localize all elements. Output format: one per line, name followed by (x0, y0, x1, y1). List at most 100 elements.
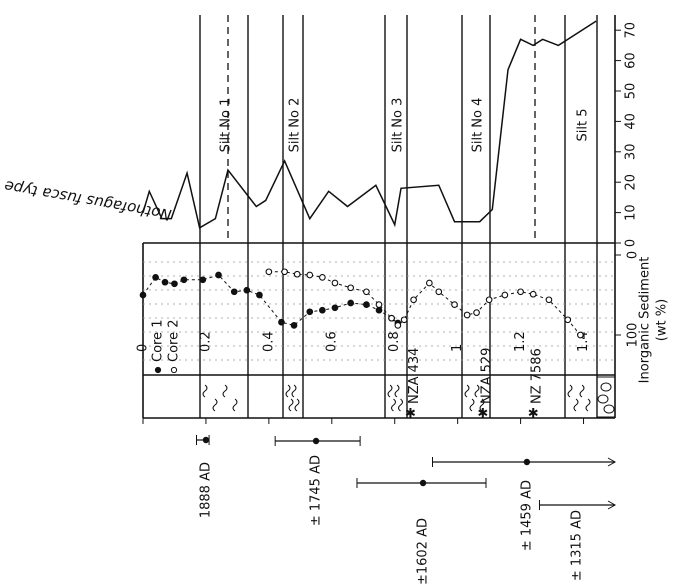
date-point (203, 437, 209, 443)
core-point (140, 292, 146, 298)
lithology-mark (295, 399, 299, 411)
x-tick-label: 0.8 (387, 331, 402, 352)
core-point (364, 289, 370, 295)
sample-label: NZ 7586 (530, 348, 545, 404)
core-point (307, 272, 313, 278)
lithology-mark (586, 399, 590, 411)
lithology-mark (574, 399, 578, 411)
core-point (436, 289, 442, 295)
core-point (320, 275, 326, 281)
date-point (313, 438, 319, 444)
core-point (452, 302, 458, 308)
pollen-line (143, 21, 596, 228)
lithology-mark (213, 399, 217, 411)
core-point (565, 317, 571, 323)
core-line (269, 272, 581, 335)
core-point (530, 291, 536, 297)
y-tick-label: 0 (626, 251, 641, 259)
lithology-mark (292, 385, 296, 397)
date-point (524, 459, 530, 465)
core-point (294, 271, 300, 277)
core-point (578, 332, 584, 338)
lithology-mark (568, 385, 572, 397)
core-point (364, 302, 370, 308)
legend-marker (171, 367, 176, 372)
core-point (389, 315, 395, 321)
lithology-mark (286, 385, 290, 397)
core-point (376, 307, 382, 313)
core-point (502, 292, 508, 298)
core-point (162, 279, 168, 285)
core-point (332, 305, 338, 311)
core-point (474, 310, 480, 316)
lithology-mark (470, 399, 474, 411)
x-tick-label: 1 (450, 344, 465, 352)
pollen-label: Nothofagus fusca type (3, 177, 173, 224)
core-point (279, 319, 285, 325)
silt-label: Silt 5 (576, 109, 591, 142)
core-point (153, 275, 159, 281)
core-point (266, 269, 272, 275)
core-point (376, 302, 382, 308)
core-point (348, 300, 354, 306)
core-point (411, 297, 417, 303)
date-label: ± 1459 AD (519, 480, 534, 551)
y-tick-label: 40 (624, 113, 639, 130)
core-point (231, 289, 237, 295)
sample-star: ✱ (405, 407, 416, 422)
y-tick-label: 60 (624, 52, 639, 69)
core-point (216, 272, 222, 278)
y-tick-label: 30 (624, 144, 639, 161)
core-point (244, 287, 250, 293)
core-point (395, 323, 401, 329)
silt-label: Silt No 2 (288, 98, 303, 153)
legend-label: Core 2 (167, 320, 182, 363)
x-tick-label: 0.6 (324, 331, 339, 352)
silt-label: Silt No 1 (219, 98, 234, 153)
core-point (332, 280, 338, 286)
legend-label: Core 1 (151, 320, 166, 363)
sample-label: NZA 529 (479, 348, 494, 404)
lithology-mark (399, 399, 403, 411)
y-tick-label: 70 (624, 22, 639, 39)
core-point (307, 309, 313, 315)
sediment-label: Inorganic Sediment (638, 257, 653, 384)
core-point (427, 280, 433, 286)
silt-label: Silt No 4 (471, 98, 486, 153)
x-tick-label: 0 (136, 344, 151, 352)
core-point (257, 292, 263, 298)
lithology-mark (233, 399, 237, 411)
core-point (172, 281, 178, 287)
date-label: ± 1315 AD (570, 510, 585, 581)
core-point (282, 269, 288, 275)
sample-star: ✱ (477, 407, 488, 422)
core-point (401, 317, 407, 323)
lithology-mark (395, 385, 399, 397)
lithology-mark (203, 385, 207, 397)
y-tick-label: 100 (626, 323, 641, 348)
date-label: 1888 AD (198, 462, 213, 518)
legend-marker (155, 367, 160, 372)
core-point (348, 285, 354, 291)
sample-label: NZA 434 (407, 348, 422, 404)
lithology-mark (465, 385, 469, 397)
sample-star: ✱ (528, 407, 539, 422)
y-tick-label: 20 (624, 174, 639, 191)
core-point (200, 277, 206, 283)
gravel-clast (601, 383, 611, 391)
lithology-mark (392, 399, 396, 411)
gravel-clast (604, 405, 614, 413)
y-tick-label: 10 (624, 204, 639, 221)
date-point (420, 480, 426, 486)
silt-label: Silt No 3 (391, 98, 406, 153)
lithology-mark (388, 385, 392, 397)
core-point (464, 312, 470, 318)
core-point (518, 289, 524, 295)
y-tick-label: 0 (624, 239, 639, 247)
lithology-mark (223, 385, 227, 397)
y-tick-label: 50 (624, 83, 639, 100)
core-point (320, 307, 326, 313)
date-label: ±1602 AD (416, 518, 431, 585)
x-tick-label: 1.2 (513, 331, 528, 352)
lithology-mark (289, 399, 293, 411)
